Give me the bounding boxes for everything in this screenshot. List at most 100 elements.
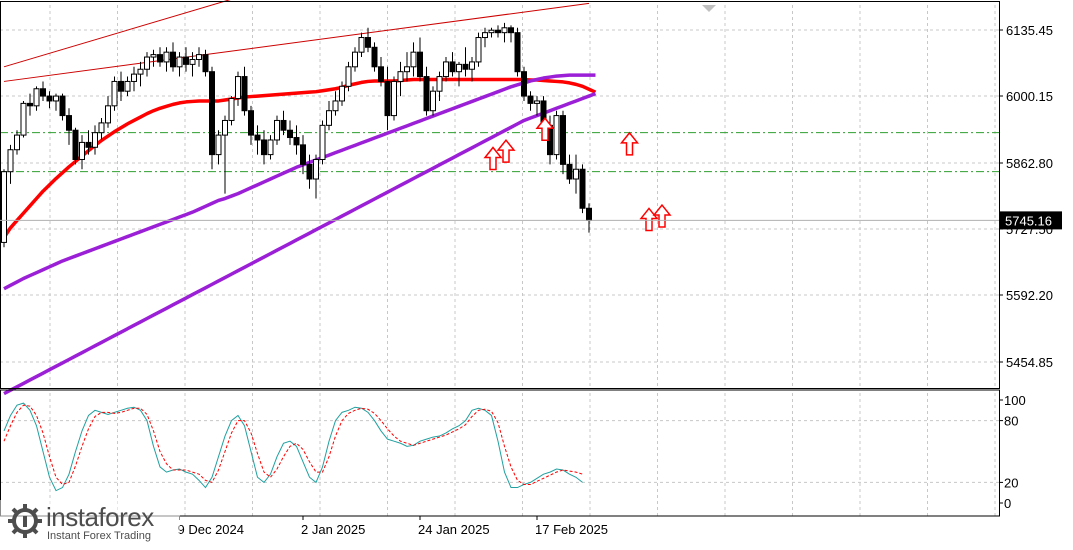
- candle: [501, 22, 508, 43]
- candle-body: [20, 102, 27, 136]
- candle: [352, 47, 358, 72]
- time-tick-label: 2 Jan 2025: [301, 522, 365, 537]
- up-arrow-icon: [496, 138, 516, 163]
- candle: [371, 42, 378, 72]
- oscillator-tick-label: 0: [1004, 496, 1011, 511]
- candle: [59, 93, 66, 121]
- candle-body: [573, 168, 579, 180]
- candle: [449, 52, 456, 77]
- time-tick-label: 9 Dec 2024: [178, 522, 245, 537]
- candle: [417, 37, 423, 82]
- candle-body: [189, 58, 196, 65]
- candle-body: [280, 119, 287, 131]
- candle-body: [157, 54, 163, 63]
- candle: [313, 154, 319, 199]
- candle-body: [553, 115, 560, 156]
- candle: [482, 27, 488, 48]
- candle: [27, 93, 33, 116]
- candle: [553, 110, 560, 160]
- candle: [397, 61, 404, 97]
- candle: [404, 52, 410, 82]
- candle: [137, 61, 144, 87]
- candle: [462, 47, 469, 77]
- candle-body: [508, 27, 514, 34]
- candle-body: [391, 80, 397, 117]
- candle: [514, 27, 521, 77]
- candle-body: [228, 98, 235, 121]
- candle: [20, 100, 27, 138]
- candle-body: [417, 51, 423, 78]
- candle-body: [92, 132, 98, 148]
- candle-body: [501, 27, 508, 34]
- candle: [170, 42, 176, 72]
- up-arrow-icon: [639, 207, 659, 232]
- candle: [254, 125, 261, 155]
- candle: [579, 164, 586, 214]
- candle-body: [436, 76, 443, 92]
- candle-body: [332, 100, 339, 112]
- candle: [443, 57, 449, 82]
- up-arrow-icon: [619, 131, 640, 156]
- candle-body: [33, 88, 40, 107]
- candle: [274, 115, 280, 145]
- candle: [40, 81, 46, 101]
- candle: [365, 27, 371, 53]
- oscillator-tick-label: 100: [1004, 393, 1026, 408]
- candle-body: [488, 29, 495, 34]
- candle: [287, 120, 293, 145]
- candle-body: [404, 66, 410, 73]
- candle: [267, 135, 274, 160]
- candle-body: [319, 124, 326, 160]
- main-pane-frame: [0, 1, 1000, 389]
- candle: [573, 154, 579, 194]
- candle-body: [410, 51, 417, 68]
- candle: [53, 93, 59, 111]
- candle: [79, 135, 85, 170]
- candle: [475, 32, 482, 67]
- candle: [105, 96, 111, 128]
- candle-body: [449, 61, 456, 73]
- trend-line: [3, 0, 231, 68]
- up-arrow-icon: [652, 203, 672, 228]
- moving-average-line-1: [2, 77, 597, 239]
- candle: [189, 52, 196, 77]
- candle: [495, 25, 501, 38]
- candle-body: [371, 46, 378, 68]
- stochastic-k-line: [3, 402, 583, 492]
- candle: [560, 110, 566, 175]
- current-price-box: [1000, 211, 1062, 230]
- candle-body: [235, 76, 241, 100]
- candle-body: [150, 54, 157, 58]
- candle: [241, 66, 248, 116]
- candle-body: [384, 80, 391, 117]
- candle-body: [248, 110, 254, 136]
- candle: [150, 49, 157, 67]
- candle: [215, 130, 222, 165]
- candle-body: [215, 134, 222, 156]
- price-tick-label: 5592.20: [1006, 288, 1053, 303]
- candle: [124, 76, 131, 97]
- price-tick-label: 6135.45: [1006, 23, 1053, 38]
- candle-body: [430, 90, 436, 112]
- up-arrow-icon: [535, 117, 555, 141]
- gear-logo-icon: [8, 504, 42, 538]
- candle-body: [293, 137, 300, 146]
- moving-average-line-2: [3, 73, 596, 291]
- candle-body: [261, 139, 267, 156]
- moving-average-line-3: [3, 91, 597, 396]
- brand-tagline: Instant Forex Trading: [47, 530, 151, 542]
- candle-body: [176, 56, 183, 68]
- candle-body: [358, 37, 365, 53]
- candle: [85, 130, 92, 155]
- candle-body: [144, 56, 150, 70]
- candle-body: [7, 149, 14, 173]
- candle: [280, 110, 287, 136]
- candle-body: [326, 110, 332, 126]
- candle: [566, 154, 573, 184]
- candle-body: [495, 29, 501, 34]
- candle-body: [443, 61, 449, 78]
- candle: [209, 66, 215, 170]
- candle: [1, 169, 7, 248]
- price-tick-label: 6000.15: [1006, 89, 1053, 104]
